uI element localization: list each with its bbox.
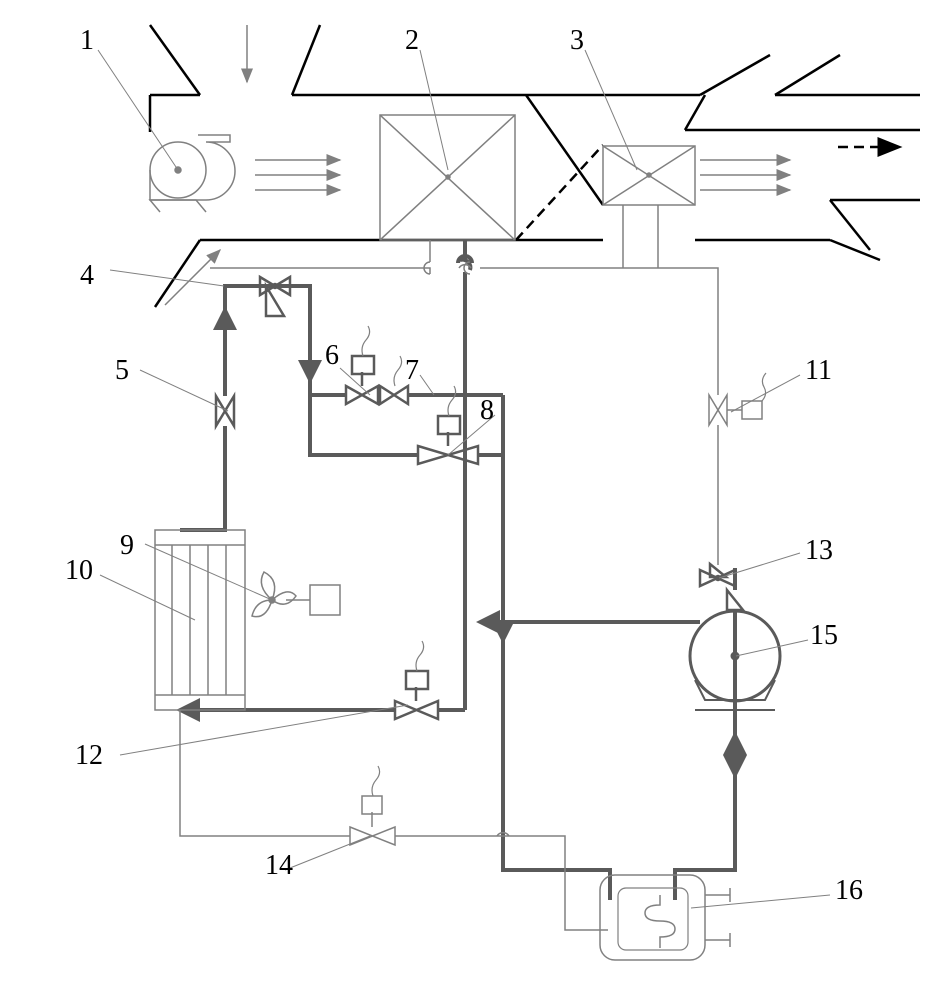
exchanger-2 — [380, 115, 515, 240]
label-6: 6 — [325, 340, 339, 372]
label-3: 3 — [570, 25, 584, 57]
valve-12 — [395, 671, 438, 719]
label-1: 1 — [80, 25, 94, 57]
label-15: 15 — [810, 620, 838, 652]
label-16: 16 — [835, 875, 863, 907]
thick-pipes — [180, 240, 735, 900]
label-9: 9 — [120, 530, 134, 562]
schematic-diagram — [0, 0, 941, 1000]
label-14: 14 — [265, 850, 293, 882]
valve-5 — [216, 396, 234, 426]
label-8: 8 — [480, 395, 494, 427]
valve-14 — [350, 796, 395, 845]
label-13: 13 — [805, 535, 833, 567]
label-12: 12 — [75, 740, 103, 772]
flow-arrows-h — [255, 160, 790, 190]
label-2: 2 — [405, 25, 419, 57]
thin-pipes — [180, 205, 718, 930]
valve-6 — [346, 356, 378, 404]
valve-7 — [380, 386, 408, 404]
fan-9 — [252, 572, 340, 617]
valves — [216, 277, 762, 845]
label-7: 7 — [405, 355, 419, 387]
label-10: 10 — [65, 555, 93, 587]
exchanger-3 — [603, 146, 695, 205]
duct-walls — [150, 25, 920, 307]
label-5: 5 — [115, 355, 129, 387]
valve-8 — [418, 416, 478, 464]
condenser-10 — [155, 530, 245, 710]
label-11: 11 — [805, 355, 832, 387]
valve-4-3way — [260, 277, 290, 316]
label-4: 4 — [80, 260, 94, 292]
